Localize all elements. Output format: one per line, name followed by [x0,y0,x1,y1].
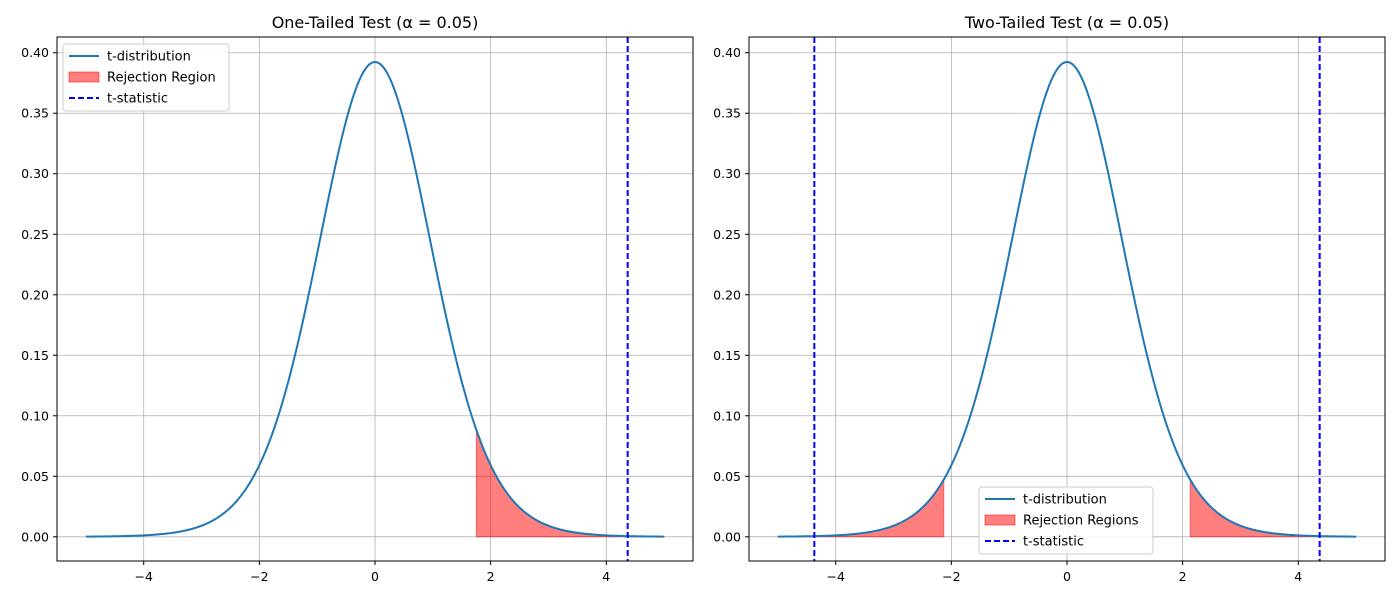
legend-handle-patch [68,71,100,83]
y-tick-label: 0.25 [713,227,741,242]
x-tick-label: 0 [371,569,379,584]
x-tick-label: −2 [942,569,960,584]
y-tick-label: 0.20 [713,287,741,302]
x-tick-label: 2 [487,569,495,584]
y-tick-label: 0.30 [21,166,49,181]
legend-label: Rejection Regions [1023,514,1139,529]
legend: t-distribution Rejection Regions t-statist… [978,486,1154,555]
y-tick-label: 0.35 [713,106,741,121]
x-tick-label: 4 [602,569,610,584]
legend-label: t-distribution [1023,493,1107,508]
t-distribution-curve [777,60,1357,538]
legend-label: t-statistic [1023,535,1084,550]
plot-area [85,37,665,561]
y-tick-label: 0.25 [21,227,49,242]
legend-box [62,43,230,112]
y-tick-label: 0.05 [713,469,741,484]
y-tick-label: 0.30 [713,166,741,181]
y-tick-label: 0.00 [21,529,49,544]
x-tick-label: 4 [1294,569,1302,584]
x-tick-label: −4 [135,569,153,584]
y-tick-label: 0.00 [713,529,741,544]
y-tick-label: 0.20 [21,287,49,302]
chart-title: One-Tailed Test (α = 0.05) [272,13,479,32]
t-distribution-curve [85,60,665,538]
chart-title: Two-Tailed Test (α = 0.05) [964,13,1169,32]
legend-label: t-distribution [107,50,191,65]
legend-label: t-statistic [107,92,168,107]
x-tick-label: 0 [1063,569,1071,584]
chart-panel-1: One-Tailed Test (α = 0.05) −4 −2 0 2 4 0.00 0.0… [21,13,694,584]
legend-box [978,486,1154,555]
legend-label: Rejection Region [107,71,216,86]
y-tick-label: 0.40 [21,45,49,60]
chart-panel-2: Two-Tailed Test (α = 0.05) −4 −2 0 2 4 0.00 0.0… [713,13,1386,584]
y-tick-label: 0.15 [713,348,741,363]
x-tick-label: −4 [827,569,845,584]
legend-handle-patch [984,514,1016,526]
legend: t-distribution Rejection Region t-statisti… [62,43,230,112]
x-tick-label: −2 [250,569,268,584]
x-tick-label: 2 [1179,569,1187,584]
y-tick-label: 0.35 [21,106,49,121]
y-tick-label: 0.10 [21,408,49,423]
y-tick-label: 0.40 [713,45,741,60]
plot-area [777,37,1357,561]
y-tick-label: 0.15 [21,348,49,363]
y-tick-label: 0.10 [713,408,741,423]
y-tick-label: 0.05 [21,469,49,484]
